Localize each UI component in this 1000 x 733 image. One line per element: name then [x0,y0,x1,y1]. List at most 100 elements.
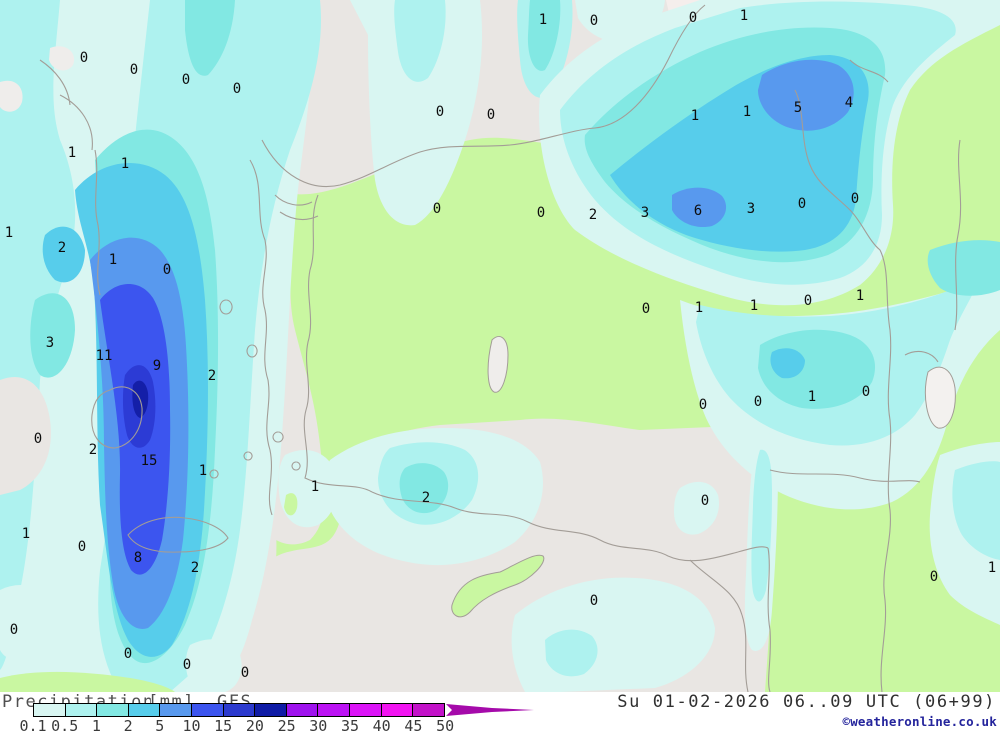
lake-van [924,366,956,429]
precip-value-label: 15 [141,453,158,469]
precip-value-label: 0 [851,191,859,207]
precip-value-label: 2 [58,240,66,256]
legend-color-segment [34,704,66,716]
precip-value-label: 0 [754,394,762,410]
legend-color-bar [33,703,445,717]
precip-value-label: 0 [163,262,171,278]
precip-value-label: 0 [80,50,88,66]
legend-tick-label: 45 [404,717,423,733]
precip-value-label: 0 [124,646,132,662]
rhodes-island [284,493,298,516]
precip-value-label: 1 [750,298,758,314]
ionian-dry-zone [0,376,51,495]
legend-color-segment [286,704,319,716]
precip-value-label: 0 [130,62,138,78]
precip-value-label: 2 [191,560,199,576]
legend-footer: Precipitation [mm] GFS 0.1 0.5 1 2 5 10 15 20 25… [0,692,1000,733]
precip-value-label: 1 [121,156,129,172]
legend-tick-label: 25 [277,717,296,733]
precip-value-label: 1 [109,252,117,268]
legend-overflow-arrow [446,704,534,716]
legend-color-segment [350,704,382,716]
precip-value-label: 1 [199,463,207,479]
legend-tick-label: 40 [372,717,391,733]
africa-coast-strip [0,671,175,692]
map-area: 0 0 0 0 0 0 1 0 0 1 1 1 1 1 5 4 1 2 1 0 0 0 2 3 6 3 0 0 3 11 9 2 0 1 1 0 1 0 2… [0,0,1000,693]
precip-value-label: 0 [590,593,598,609]
legend-color-segment [192,704,224,716]
precip-value-label: 0 [798,196,806,212]
precip-value-label: 0 [233,81,241,97]
legend-color-segment [223,704,256,716]
legend-tick-label: 5 [155,717,165,733]
precip-value-label: 1 [539,12,547,28]
legend-color-segment [381,704,414,716]
precip-value-label: 0 [183,657,191,673]
precip-value-label: 0 [590,13,598,29]
precip-value-label: 3 [46,335,54,351]
precip-value-label: 0 [10,622,18,638]
precip-value-label: 6 [694,203,702,219]
precip-value-label: 3 [747,201,755,217]
precip-value-label: 8 [134,550,142,566]
precip-value-label: 9 [153,358,161,374]
precip-value-label: 0 [182,72,190,88]
legend-tick-label: 35 [340,717,360,733]
balkan-dry-patch [49,46,75,71]
precipitation-fields [0,0,1000,692]
copyright-link[interactable]: ©weatheronline.co.uk [842,714,997,729]
precip-value-label: 0 [537,205,545,221]
precip-value-label: 0 [930,569,938,585]
precip-value-label: 2 [589,207,597,223]
precip-value-label: 0 [487,107,495,123]
precip-value-label: 0 [436,104,444,120]
precip-value-label: 4 [845,95,853,111]
legend-tick-label: 10 [182,717,201,733]
precip-value-label: 11 [96,348,113,364]
legend-color-segment [318,704,351,716]
precip-value-label: 0 [433,201,441,217]
precip-value-label: 2 [89,442,97,458]
precip-value-label: 1 [22,526,30,542]
precip-value-label: 1 [311,479,319,495]
precip-value-label: 2 [208,368,216,384]
precip-value-label: 1 [740,8,748,24]
cyprus-island [451,554,545,618]
balkan-dry-patch-2 [0,80,23,112]
legend-tick-label: 0.1 [19,717,47,733]
precip-value-label: 0 [78,539,86,555]
legend-color-segment [97,704,129,716]
precip-value-label: 1 [856,288,864,304]
precip-value-label: 0 [862,384,870,400]
precip-value-label: 1 [988,560,996,576]
forecast-datetime: Su 01-02-2026 06..09 UTC (06+99) [617,692,996,712]
legend-color-segment [413,704,444,716]
precip-value-label: 1 [691,108,699,124]
precip-value-label: 1 [68,145,76,161]
legend-tick-label: 50 [436,717,455,733]
precip-value-label: 0 [241,665,249,681]
precip-value-label: 5 [794,100,802,116]
coastlines [39,4,962,693]
precip-value-label: 3 [641,205,649,221]
legend-color-segment [65,704,98,716]
legend-tick-label: 15 [214,717,233,733]
legend-tick-label: 0.5 [51,717,79,733]
precip-value-label: 0 [804,293,812,309]
precip-value-label: 0 [701,493,709,509]
lake-tuz [487,336,509,393]
precip-value-label: 0 [34,431,42,447]
precip-value-label: 1 [5,225,13,241]
precip-value-label: 1 [743,104,751,120]
precip-value-label: 0 [642,301,650,317]
precip-value-label: 1 [695,300,703,316]
legend-color-segment [255,704,287,716]
legend-tick-label: 30 [309,717,328,733]
precip-value-label: 1 [808,389,816,405]
legend-tick-label: 1 [91,717,101,733]
precip-value-label: 0 [699,397,707,413]
legend-color-segment [160,704,193,716]
